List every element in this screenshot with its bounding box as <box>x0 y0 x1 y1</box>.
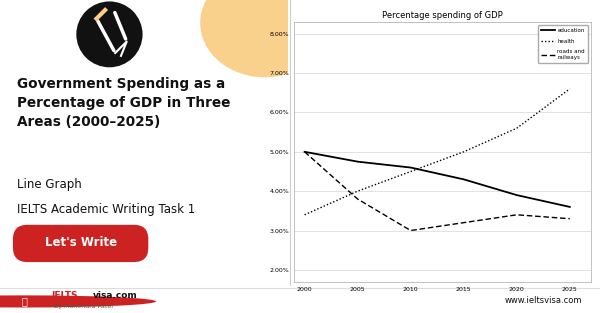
Text: Government Spending as a
Percentage of GDP in Three
Areas (2000–2025): Government Spending as a Percentage of G… <box>17 77 230 129</box>
Text: visa.com: visa.com <box>93 291 138 300</box>
Text: IELTS: IELTS <box>51 291 77 300</box>
Title: Percentage spending of GDP: Percentage spending of GDP <box>382 11 503 20</box>
Text: www.ieltsvisa.com: www.ieltsvisa.com <box>505 296 582 305</box>
Text: IELTS Academic Writing Task 1: IELTS Academic Writing Task 1 <box>17 203 196 216</box>
Text: 👤: 👤 <box>21 296 27 306</box>
Circle shape <box>0 295 156 307</box>
Circle shape <box>76 2 143 67</box>
FancyBboxPatch shape <box>13 225 148 262</box>
Ellipse shape <box>200 0 330 77</box>
Text: Line Graph: Line Graph <box>17 177 82 191</box>
Text: By Mahendra Patel: By Mahendra Patel <box>54 305 113 310</box>
Legend: education, health, roads and
railways: education, health, roads and railways <box>538 25 588 63</box>
Text: Let's Write: Let's Write <box>44 235 117 249</box>
